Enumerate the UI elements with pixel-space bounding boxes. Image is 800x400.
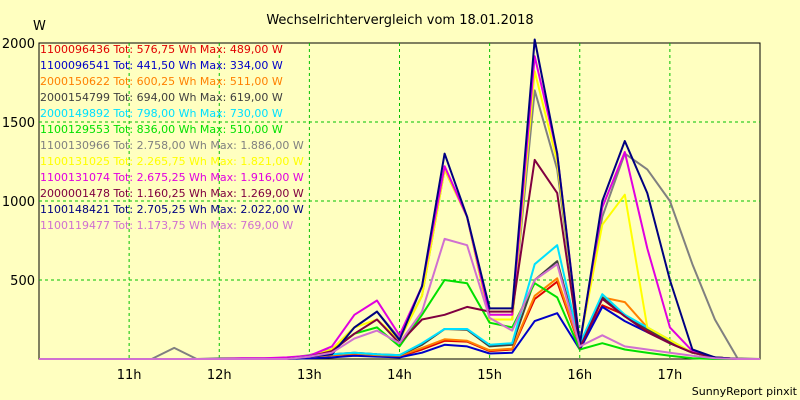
- legend-entry: 2000150622 Tot: 600,25 Wh Max: 511,00 W: [40, 75, 283, 88]
- series-line: [39, 237, 760, 360]
- legend-entry: 2000149892 Tot: 798,00 Wh Max: 730,00 W: [40, 107, 283, 120]
- y-tick-label: 500: [10, 274, 35, 289]
- x-tick-label: 13h: [297, 368, 322, 383]
- legend-entry: 1100130966 Tot: 2.758,00 Wh Max: 1.886,0…: [40, 139, 304, 152]
- y-tick-label: 1000: [2, 195, 35, 210]
- y-axis-unit: W: [33, 19, 46, 34]
- legend-entry: 1100148421 Tot: 2.705,25 Wh Max: 2.022,0…: [40, 203, 304, 216]
- x-tick-label: 16h: [567, 368, 592, 383]
- footer-credit: SunnyReport pinxit: [692, 385, 798, 398]
- x-tick-label: 11h: [117, 368, 142, 383]
- series-lines: [39, 38, 761, 360]
- x-tick-label: 15h: [477, 368, 502, 383]
- legend-entry: 1100129553 Tot: 836,00 Wh Max: 510,00 W: [40, 123, 283, 136]
- x-tick-label: 17h: [657, 368, 682, 383]
- legend-entry: 2000001478 Tot: 1.160,25 Wh Max: 1.269,0…: [40, 187, 304, 200]
- axis-labels: 11h 12h 13h 14h 15h 16h 17h 500 1000 1500 2000: [2, 37, 682, 383]
- x-tick-label: 12h: [207, 368, 232, 383]
- y-tick-label: 2000: [2, 37, 35, 52]
- legend-entry: 1100119477 Tot: 1.173,75 Wh Max: 769,00 …: [40, 219, 293, 232]
- legend-entry: 1100096436 Tot: 576,75 Wh Max: 489,00 W: [40, 43, 283, 56]
- legend-entry: 1100096541 Tot: 441,50 Wh Max: 334,00 W: [40, 59, 283, 72]
- x-tick-label: 14h: [387, 368, 412, 383]
- legend: 1100096436 Tot: 576,75 Wh Max: 489,00 W 1…: [40, 43, 304, 232]
- chart-title: Wechselrichtervergleich vom 18.01.2018: [266, 13, 533, 28]
- y-tick-label: 1500: [2, 116, 35, 131]
- legend-entry: 2000154799 Tot: 694,00 Wh Max: 619,00 W: [40, 91, 283, 104]
- legend-entry: 1100131074 Tot: 2.675,25 Wh Max: 1.916,0…: [40, 171, 304, 184]
- legend-entry: 1100131025 Tot: 2.265,75 Wh Max: 1.821,0…: [40, 155, 304, 168]
